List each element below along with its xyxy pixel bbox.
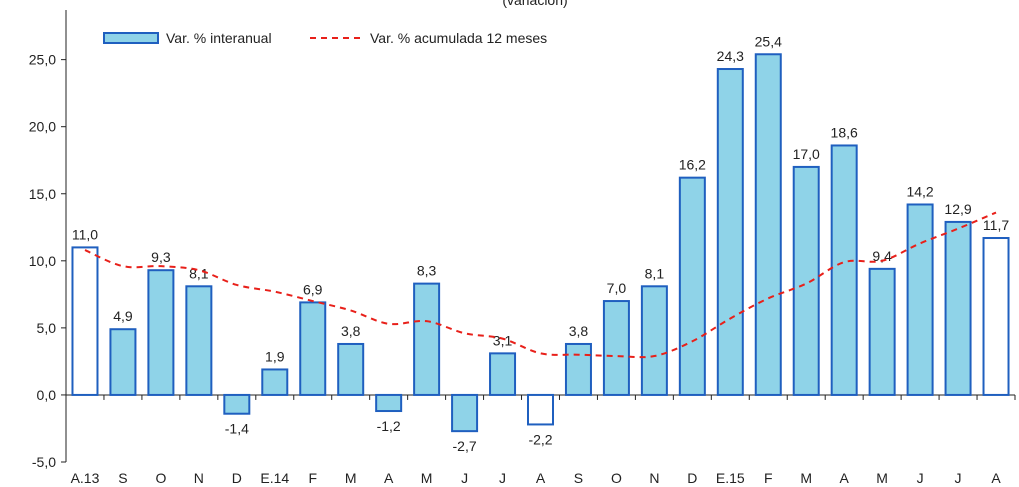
y-tick-label: 5,0: [37, 320, 57, 336]
bar: [716, 68, 744, 396]
x-tick-label: A: [840, 470, 850, 486]
bar-data-label: 25,4: [755, 33, 782, 49]
bar-data-label: 9,4: [872, 248, 892, 264]
bar: [299, 301, 327, 396]
x-tick-label: D: [232, 470, 242, 486]
x-tick-label: S: [118, 470, 127, 486]
x-tick-label: J: [917, 470, 924, 486]
bar-data-label: 1,9: [265, 348, 285, 364]
bar-data-label: 8,1: [645, 265, 665, 281]
bar-data-label: 3,8: [341, 323, 361, 339]
bar-data-label: 3,8: [569, 323, 589, 339]
bar: [564, 342, 592, 396]
bar: [527, 393, 554, 426]
bar: [602, 300, 630, 396]
y-tick-label: 15,0: [29, 186, 56, 202]
bar-series: [71, 53, 1010, 433]
bar: [71, 246, 99, 396]
bar: [489, 352, 517, 396]
bar-data-label: 8,3: [417, 263, 437, 279]
bar-data-label: 14,2: [906, 183, 933, 199]
x-tick-label: E.15: [716, 470, 745, 486]
line-series-path: [84, 211, 997, 359]
x-tick-label: F: [308, 470, 317, 486]
bar: [337, 342, 365, 396]
bar-data-label: 11,7: [983, 217, 1009, 233]
y-tick-label: 0,0: [37, 387, 57, 403]
x-tick-label: A: [536, 470, 546, 486]
x-tick-label: E.14: [260, 470, 289, 486]
bar-data-label: 7,0: [607, 280, 627, 296]
bar-data-label: 24,3: [717, 48, 744, 64]
bar-data-label: 11,0: [72, 226, 98, 242]
legend-label-line: Var. % acumulada 12 meses: [370, 30, 547, 46]
x-tick-label: N: [649, 470, 659, 486]
bar-data-label: -2,2: [528, 431, 552, 447]
bar: [375, 393, 403, 413]
bar: [830, 144, 858, 396]
x-tick-label: S: [574, 470, 583, 486]
x-tick-label: M: [421, 470, 433, 486]
x-tick-label: M: [345, 470, 357, 486]
bar: [944, 220, 972, 396]
bar-data-label: 6,9: [303, 281, 323, 297]
bar-data-label: -2,7: [453, 438, 477, 454]
x-tick-label: D: [687, 470, 697, 486]
bar-data-label: -1,4: [225, 421, 249, 437]
bar-data-label: 12,9: [944, 201, 971, 217]
x-tick-label: J: [955, 470, 962, 486]
x-tick-label: J: [499, 470, 506, 486]
x-tick-label: F: [764, 470, 773, 486]
chart-subtitle: (variación): [502, 0, 567, 8]
legend-swatch-bar: [103, 32, 159, 44]
bar-data-label: 17,0: [793, 146, 820, 162]
bar-data-labels: 11,0 4,9 9,3 8,1 -1,4 1,9 6,9 3,8 -1,2 8,3 -2,7 3,1…: [72, 33, 1009, 454]
bar: [451, 393, 479, 433]
bar: [185, 285, 213, 396]
bar: [792, 165, 820, 396]
bar-data-label: -1,2: [377, 418, 401, 434]
x-tick-label: J: [461, 470, 468, 486]
bar: [906, 203, 934, 396]
x-tick-label: N: [194, 470, 204, 486]
line-series: [84, 211, 997, 359]
bar: [147, 269, 175, 396]
bar-data-label: 18,6: [831, 124, 858, 140]
bar: [678, 176, 706, 396]
legend: Var. % interanual Var. % acumulada 12 me…: [103, 30, 547, 46]
bar-data-label: 16,2: [679, 157, 706, 173]
x-tick-label: O: [611, 470, 622, 486]
x-tick-label: O: [155, 470, 166, 486]
bar-data-label: 9,3: [151, 249, 171, 265]
bar: [261, 368, 289, 396]
x-tick-label: A.13: [71, 470, 100, 486]
bar: [754, 53, 782, 396]
bar: [109, 328, 137, 396]
x-tick-label: M: [876, 470, 888, 486]
y-tick-label: 10,0: [29, 253, 56, 269]
bar: [413, 282, 441, 396]
bar: [223, 393, 251, 415]
x-tick-label: A: [991, 470, 1001, 486]
legend-label-bar: Var. % interanual: [166, 30, 272, 46]
y-tick-label: -5,0: [32, 454, 56, 470]
bar-data-label: 4,9: [113, 308, 133, 324]
x-tick-label: M: [800, 470, 812, 486]
bar: [982, 237, 1010, 396]
y-tick-label: 20,0: [29, 119, 56, 135]
y-tick-label: 25,0: [29, 52, 56, 68]
bar: [640, 285, 668, 396]
x-tick-label: A: [384, 470, 394, 486]
bar-data-label: 3,1: [493, 332, 513, 348]
y-axis: -5,0 0,0 5,0 10,0 15,0 20,0 25,0: [29, 10, 67, 470]
bar: [868, 267, 896, 396]
